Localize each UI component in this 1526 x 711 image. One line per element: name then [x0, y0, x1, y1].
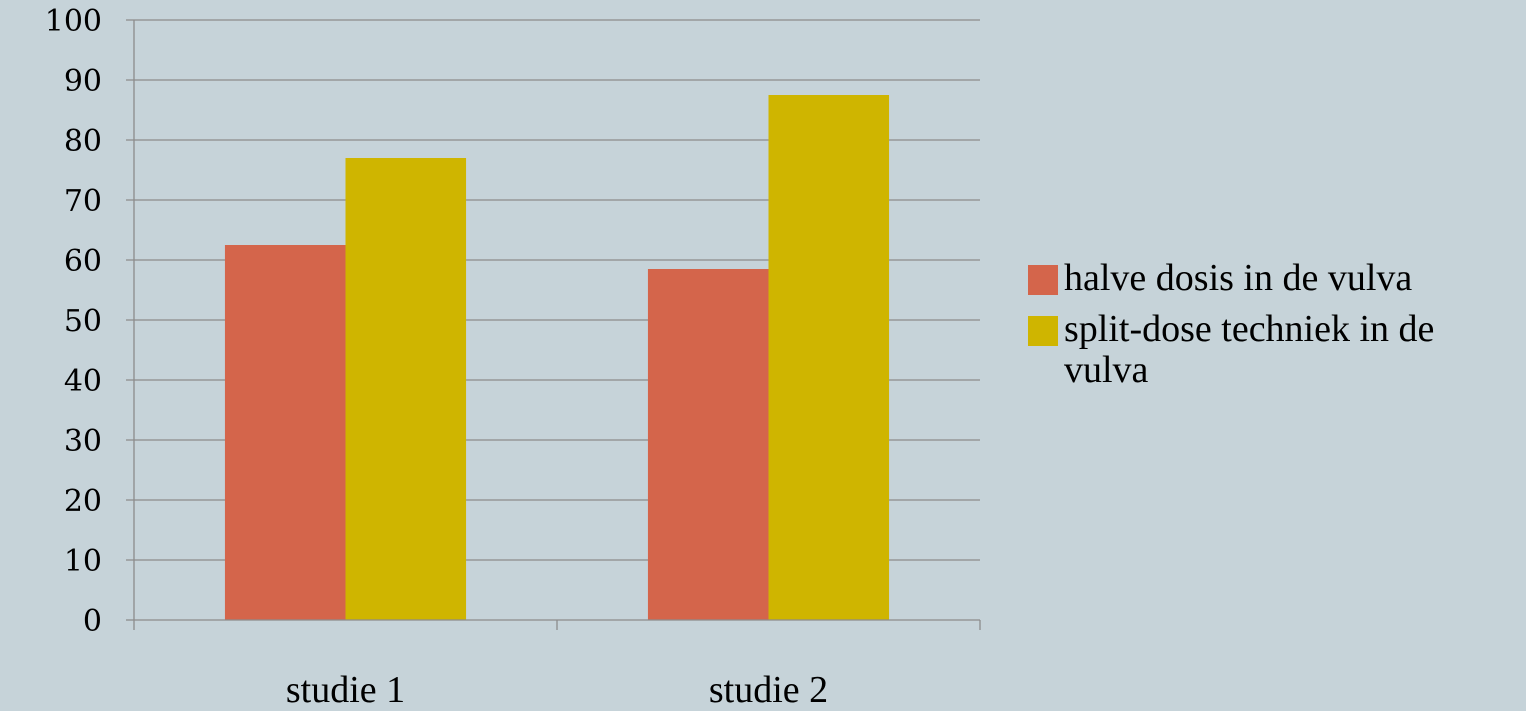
legend-swatch-halve-dosis [1028, 265, 1058, 295]
y-tick-label: 80 [64, 124, 102, 159]
y-axis-ticks: 0 10 20 30 40 50 60 70 80 90 100 [45, 4, 102, 639]
bars [224, 95, 890, 620]
bar-halve-dosis-2 [647, 269, 769, 620]
legend-label-halve-dosis: halve dosis in de vulva [1064, 257, 1413, 299]
y-tick-label: 20 [64, 484, 102, 519]
x-axis-categories: studie 1 studie 2 [286, 669, 828, 711]
legend: halve dosis in de vulva split-dose techn… [1028, 258, 1508, 401]
y-tick-label: 60 [64, 244, 102, 279]
bar-split-dose-2 [768, 95, 890, 620]
bar-halve-dosis-1 [224, 245, 346, 620]
y-tick-label: 90 [64, 64, 102, 99]
y-tick-label: 50 [64, 304, 102, 339]
x-category-label: studie 1 [286, 669, 405, 711]
bar-split-dose-1 [345, 158, 467, 620]
y-tick-label: 70 [64, 184, 102, 219]
y-tick-label: 100 [45, 4, 102, 39]
y-tick-label: 0 [83, 604, 102, 639]
axes [133, 20, 981, 630]
x-category-label: studie 2 [709, 669, 828, 711]
y-tick-label: 30 [64, 424, 102, 459]
y-tick-label: 40 [64, 364, 102, 399]
legend-swatch-split-dose [1028, 316, 1058, 346]
legend-label-split-dose: split-dose techniek in de vulva [1064, 308, 1435, 391]
y-tick-label: 10 [64, 544, 102, 579]
legend-item-halve-dosis: halve dosis in de vulva [1028, 258, 1508, 299]
legend-item-split-dose: split-dose techniek in de vulva [1028, 309, 1508, 391]
